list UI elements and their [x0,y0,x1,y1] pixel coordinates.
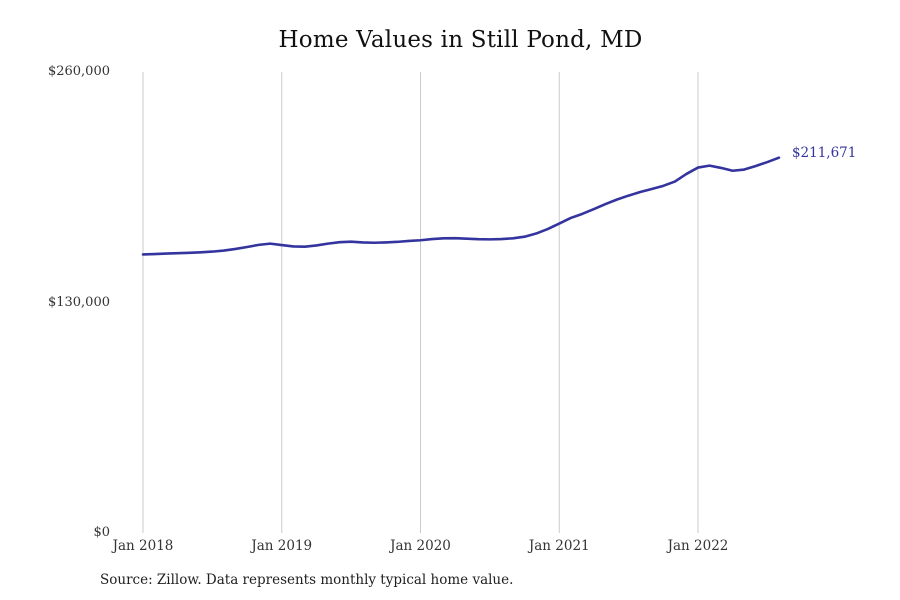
home-value-line [141,156,781,256]
x-tick-label: Jan 2020 [390,538,451,554]
chart-title: Home Values in Still Pond, MD [278,27,643,53]
y-tick-label: $0 [93,525,110,540]
source-note: Source: Zillow. Data represents monthly … [100,572,514,588]
x-tick-label: Jan 2019 [251,538,313,554]
x-tick-label: Jan 2021 [528,538,590,554]
y-tick-label: $260,000 [47,64,110,79]
x-tick-label: Jan 2022 [667,538,729,554]
y-tick-label: $130,000 [47,294,110,310]
latest-value-label: $211,671 [791,144,857,161]
x-tick-label: Jan 2018 [112,538,174,554]
